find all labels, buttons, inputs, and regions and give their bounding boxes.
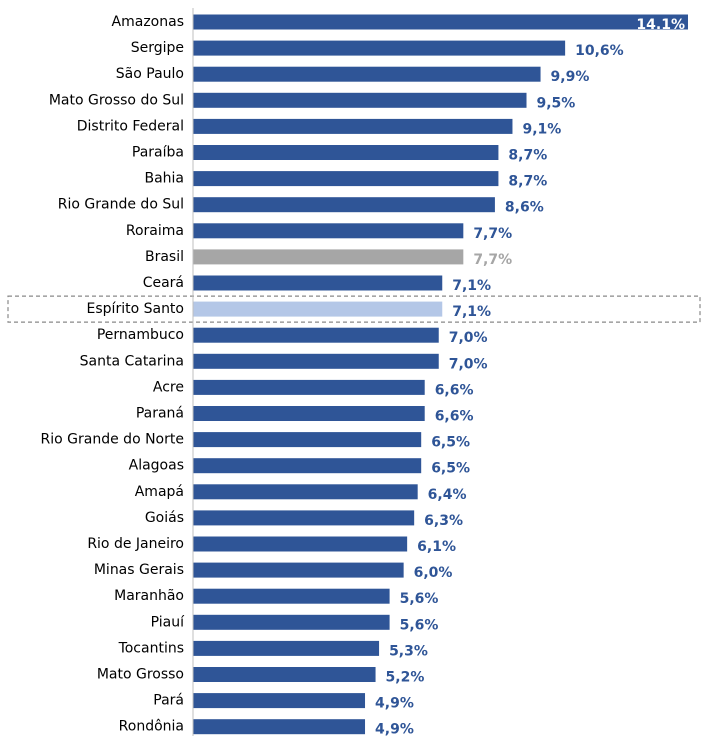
value-label: 4,9% [375, 722, 414, 736]
bar [193, 484, 418, 500]
bar [193, 92, 527, 108]
category-label: Mato Grosso [97, 667, 184, 683]
value-label: 7,1% [452, 278, 491, 294]
category-label: Rio de Janeiro [87, 536, 184, 552]
category-label: Roraima [126, 223, 184, 239]
value-label: 6,4% [428, 487, 467, 503]
value-label: 6,3% [424, 513, 463, 529]
category-label: Brasil [145, 249, 184, 265]
bar [193, 197, 495, 213]
bar [193, 223, 464, 239]
category-label: Alagoas [129, 458, 184, 474]
category-label: Espírito Santo [87, 301, 184, 317]
value-label: 7,1% [452, 304, 491, 320]
value-label: 14.1% [636, 17, 685, 33]
bar [193, 40, 566, 56]
value-label: 6,6% [435, 382, 474, 398]
value-label: 6,1% [417, 539, 456, 555]
value-label: 6,6% [435, 409, 474, 425]
bar [193, 66, 541, 82]
bar [193, 327, 439, 343]
bar [193, 379, 425, 395]
value-label: 7,7% [473, 226, 512, 242]
value-label: 7,7% [473, 252, 512, 268]
value-label: 6,0% [414, 565, 453, 581]
category-label: Goiás [145, 510, 184, 526]
category-label: Acre [153, 379, 184, 395]
bar [193, 14, 688, 30]
category-label: Paraná [136, 406, 184, 422]
bar [193, 145, 499, 160]
bar [193, 614, 390, 630]
value-label: 9,1% [522, 121, 561, 137]
bar [193, 719, 366, 735]
bar [193, 118, 513, 134]
category-label: Amapá [135, 484, 184, 500]
bar [193, 562, 404, 578]
value-label: 5,6% [400, 617, 439, 633]
category-label: Amazonas [112, 14, 184, 30]
bar [193, 171, 499, 187]
bar [193, 249, 464, 265]
value-label: 5,2% [386, 670, 425, 686]
bar [193, 458, 422, 474]
bar [193, 536, 408, 552]
value-label: 7,0% [449, 356, 488, 372]
category-label: Rondônia [119, 719, 184, 735]
bar [193, 275, 443, 291]
value-label: 8,6% [505, 200, 544, 216]
bar [193, 588, 390, 604]
value-label: 6,5% [431, 435, 470, 451]
category-label: São Paulo [116, 66, 184, 82]
value-label: 8,7% [508, 174, 547, 190]
value-label: 9,9% [551, 69, 590, 85]
bar [193, 693, 366, 709]
highlight-box [7, 295, 701, 323]
category-label: Santa Catarina [80, 353, 184, 369]
value-label: 5,3% [389, 643, 428, 659]
bar [193, 510, 415, 526]
category-label: Paraíba [132, 145, 184, 161]
value-label: 4,9% [375, 696, 414, 712]
category-label: Maranhão [114, 588, 184, 604]
category-label: Rio Grande do Sul [58, 197, 184, 213]
bar [193, 640, 380, 656]
category-label: Minas Gerais [94, 562, 184, 578]
bar [193, 353, 439, 369]
category-label: Sergipe [131, 40, 184, 56]
value-label: 6,5% [431, 461, 470, 477]
category-label: Mato Grosso do Sul [49, 92, 184, 108]
category-label: Rio Grande do Norte [41, 432, 184, 448]
bar [193, 667, 376, 682]
value-label: 5,6% [400, 591, 439, 607]
value-label: 9,5% [537, 95, 576, 111]
value-label: 10,6% [575, 43, 624, 59]
value-label: 7,0% [449, 330, 488, 346]
category-label: Distrito Federal [77, 118, 184, 134]
category-label: Bahia [144, 171, 184, 187]
category-label: Pará [153, 693, 184, 709]
category-label: Ceará [143, 275, 184, 291]
category-label: Piauí [151, 614, 185, 630]
category-label: Pernambuco [97, 327, 184, 343]
value-label: 8,7% [508, 148, 547, 164]
bar [193, 301, 443, 317]
bar [193, 406, 425, 421]
bar [193, 432, 422, 448]
category-label: Tocantins [118, 640, 184, 656]
